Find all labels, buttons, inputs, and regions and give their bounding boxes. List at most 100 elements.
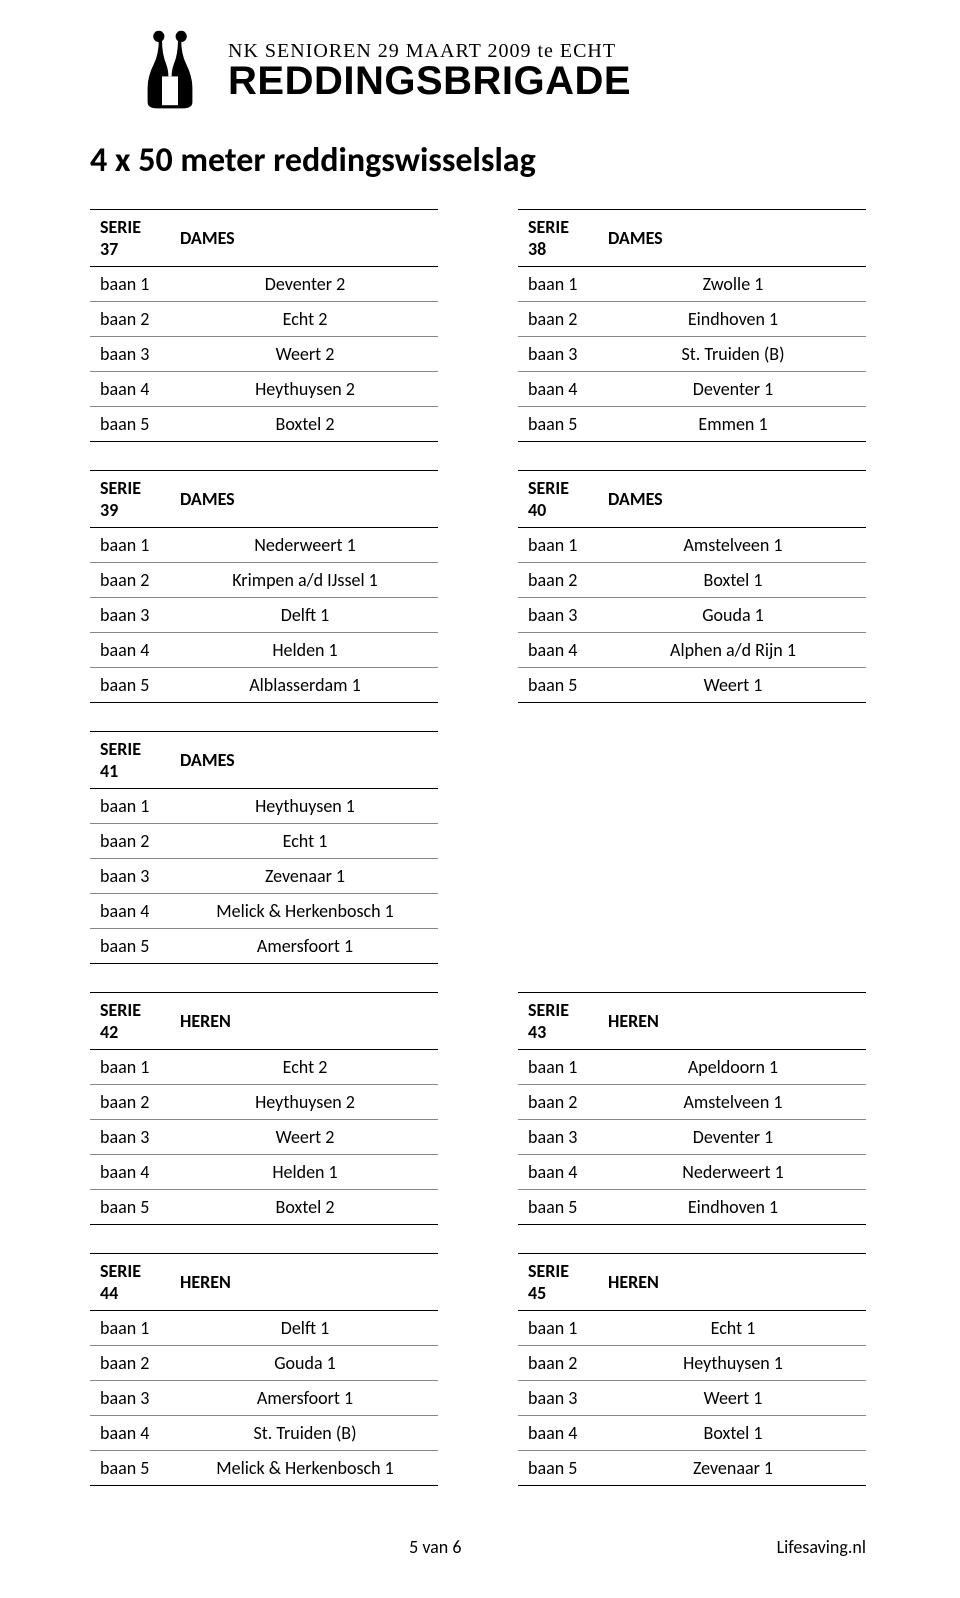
header-text: NK SENIOREN 29 MAART 2009 te ECHT REDDIN… [228,40,631,101]
table-row: baan 4St. Truiden (B) [90,1416,438,1451]
series-category: DAMES [598,471,866,528]
team-name: Helden 1 [170,1155,438,1190]
lane-label: baan 4 [518,1416,598,1451]
lane-label: baan 3 [518,337,598,372]
table-row: baan 3Gouda 1 [518,598,866,633]
lane-label: baan 2 [518,302,598,337]
lane-label: baan 5 [518,1451,598,1486]
table-row: baan 3Weert 2 [90,337,438,372]
team-name: Gouda 1 [170,1346,438,1381]
lane-label: baan 2 [90,302,170,337]
lane-label: baan 3 [90,598,170,633]
team-name: Weert 1 [598,668,866,703]
team-name: Deventer 1 [598,372,866,407]
table-row: baan 5Amersfoort 1 [90,929,438,964]
team-name: Heythuysen 1 [598,1346,866,1381]
series-number: SERIE 40 [518,471,598,528]
team-name: Echt 2 [170,1050,438,1085]
team-name: St. Truiden (B) [598,337,866,372]
lane-label: baan 1 [518,1050,598,1085]
team-name: Deventer 2 [170,267,438,302]
series-row: SERIE 44 HEREN baan 1Delft 1 baan 2Gouda… [90,1253,870,1486]
team-name: Nederweert 1 [598,1155,866,1190]
lane-label: baan 3 [518,1120,598,1155]
series-table-37: SERIE 37 DAMES baan 1Deventer 2 baan 2Ec… [90,209,438,442]
team-name: Nederweert 1 [170,528,438,563]
lane-label: baan 3 [90,337,170,372]
series-table-44: SERIE 44 HEREN baan 1Delft 1 baan 2Gouda… [90,1253,438,1486]
series-category: DAMES [598,210,866,267]
series-number: SERIE 45 [518,1254,598,1311]
series-number: SERIE 39 [90,471,170,528]
series-table-40: SERIE 40 DAMES baan 1Amstelveen 1 baan 2… [518,470,866,703]
series-category: HEREN [598,1254,866,1311]
series-number: SERIE 41 [90,732,170,789]
lane-label: baan 1 [518,528,598,563]
table-row: baan 2Echt 1 [90,824,438,859]
team-name: Zwolle 1 [598,267,866,302]
lane-label: baan 5 [90,1190,170,1225]
lane-label: baan 1 [90,789,170,824]
series-category: HEREN [170,993,438,1050]
series-number: SERIE 44 [90,1254,170,1311]
table-row: baan 3Amersfoort 1 [90,1381,438,1416]
lane-label: baan 5 [90,929,170,964]
table-row: baan 1Delft 1 [90,1311,438,1346]
lane-label: baan 3 [518,598,598,633]
lane-label: baan 4 [518,372,598,407]
header-org-name: REDDINGSBRIGADE [228,61,631,101]
team-name: Echt 1 [170,824,438,859]
table-row: baan 4Nederweert 1 [518,1155,866,1190]
table-row: baan 5Melick & Herkenbosch 1 [90,1451,438,1486]
table-row: baan 1Echt 2 [90,1050,438,1085]
table-row: baan 1Echt 1 [518,1311,866,1346]
lane-label: baan 3 [518,1381,598,1416]
team-name: Amersfoort 1 [170,929,438,964]
series-table-39: SERIE 39 DAMES baan 1Nederweert 1 baan 2… [90,470,438,703]
series-category: HEREN [170,1254,438,1311]
lane-label: baan 4 [90,1416,170,1451]
team-name: Heythuysen 2 [170,1085,438,1120]
table-row: baan 3Delft 1 [90,598,438,633]
team-name: Amstelveen 1 [598,528,866,563]
team-name: Weert 2 [170,1120,438,1155]
table-row: baan 5Zevenaar 1 [518,1451,866,1486]
team-name: Heythuysen 1 [170,789,438,824]
table-row: baan 2Heythuysen 2 [90,1085,438,1120]
table-row: baan 2Boxtel 1 [518,563,866,598]
table-row: baan 5Emmen 1 [518,407,866,442]
series-row: SERIE 41 DAMES baan 1Heythuysen 1 baan 2… [90,731,870,964]
page-title: 4 x 50 meter reddingswisselslag [90,140,870,181]
series-number: SERIE 43 [518,993,598,1050]
lane-label: baan 1 [90,267,170,302]
lane-label: baan 2 [518,1085,598,1120]
table-row: baan 5Boxtel 2 [90,407,438,442]
logo-icon [130,30,210,110]
table-row: baan 5Eindhoven 1 [518,1190,866,1225]
page-number: 5 van 6 [94,1536,777,1558]
series-table-42: SERIE 42 HEREN baan 1Echt 2 baan 2Heythu… [90,992,438,1225]
table-row: baan 5Weert 1 [518,668,866,703]
series-row: SERIE 42 HEREN baan 1Echt 2 baan 2Heythu… [90,992,870,1225]
lane-label: baan 5 [90,668,170,703]
team-name: Amersfoort 1 [170,1381,438,1416]
table-row: baan 4Deventer 1 [518,372,866,407]
table-row: baan 1Amstelveen 1 [518,528,866,563]
team-name: Weert 2 [170,337,438,372]
lane-label: baan 3 [90,859,170,894]
table-row: baan 4Alphen a/d Rijn 1 [518,633,866,668]
lane-label: baan 4 [90,1155,170,1190]
team-name: Melick & Herkenbosch 1 [170,1451,438,1486]
table-row: baan 1Heythuysen 1 [90,789,438,824]
team-name: Deventer 1 [598,1120,866,1155]
lane-label: baan 2 [90,1346,170,1381]
lane-label: baan 5 [90,1451,170,1486]
lane-label: baan 3 [90,1120,170,1155]
team-name: Zevenaar 1 [598,1451,866,1486]
team-name: Zevenaar 1 [170,859,438,894]
lane-label: baan 4 [518,1155,598,1190]
team-name: Emmen 1 [598,407,866,442]
team-name: Amstelveen 1 [598,1085,866,1120]
lane-label: baan 1 [90,528,170,563]
team-name: Delft 1 [170,598,438,633]
